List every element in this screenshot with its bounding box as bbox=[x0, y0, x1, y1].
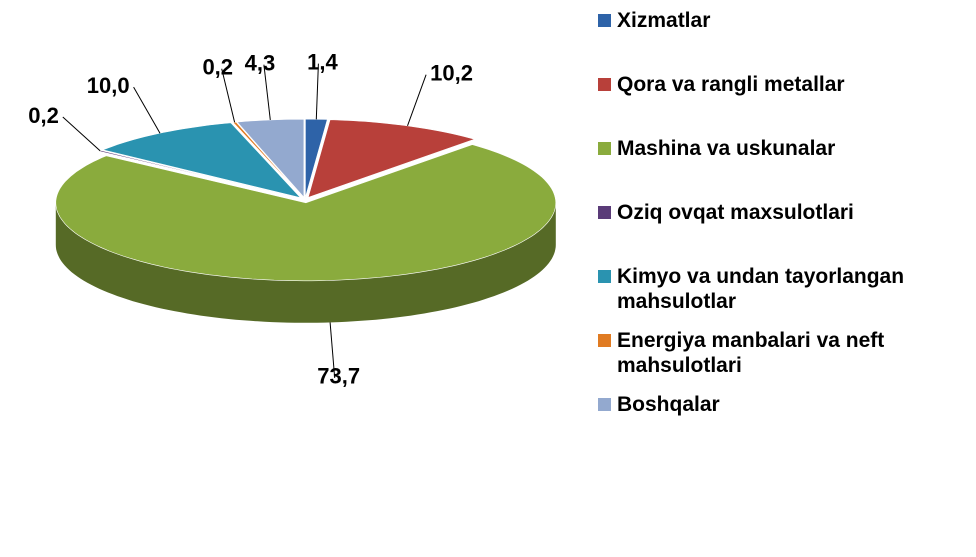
leader-line bbox=[263, 64, 271, 120]
legend-item: Boshqalar bbox=[598, 392, 976, 456]
legend-label: Qora va rangli metallar bbox=[617, 73, 845, 96]
legend-item: Energiya manbalari va neft mahsulotlari bbox=[598, 328, 976, 392]
data-label: 10,0 bbox=[87, 73, 130, 98]
legend-label: Mashina va uskunalar bbox=[617, 137, 836, 160]
legend-swatch bbox=[598, 398, 611, 411]
data-label: 0,2 bbox=[28, 103, 59, 128]
legend-label: Kimyo va undan tayorlangan mahsulotlar bbox=[617, 265, 905, 313]
legend-swatch bbox=[598, 14, 611, 27]
data-label: 0,2 bbox=[202, 54, 233, 79]
data-label: 73,7 bbox=[317, 364, 360, 389]
legend-swatch bbox=[598, 78, 611, 91]
leader-line bbox=[133, 86, 161, 134]
legend-label: Xizmatlar bbox=[617, 9, 711, 32]
legend-label: Oziq ovqat maxsulotlari bbox=[617, 201, 854, 224]
chart: 1,4 10,2 73,7 0,2 10,0 0,2 4,3 bbox=[28, 49, 557, 389]
data-label: 10,2 bbox=[430, 61, 473, 86]
legend-swatch bbox=[598, 334, 611, 347]
leader-line bbox=[62, 116, 101, 152]
legend: Xizmatlar Qora va rangli metallar Mashina … bbox=[598, 8, 976, 456]
leader-line bbox=[407, 74, 427, 126]
legend-label: Boshqalar bbox=[617, 393, 720, 416]
legend-swatch bbox=[598, 206, 611, 219]
data-label: 1,4 bbox=[307, 49, 338, 74]
legend-swatch bbox=[598, 142, 611, 155]
legend-item: Mashina va uskunalar bbox=[598, 136, 976, 200]
legend-item: Oziq ovqat maxsulotlari bbox=[598, 200, 976, 264]
legend-item: Kimyo va undan tayorlangan mahsulotlar bbox=[598, 264, 976, 328]
leader-line bbox=[221, 68, 236, 123]
slice bbox=[55, 144, 557, 282]
legend-item: Xizmatlar bbox=[598, 8, 976, 72]
data-label: 4,3 bbox=[245, 51, 276, 76]
legend-item: Qora va rangli metallar bbox=[598, 72, 976, 136]
leader-line bbox=[315, 63, 319, 120]
slice-side bbox=[55, 202, 556, 323]
legend-label: Energiya manbalari va neft mahsulotlari bbox=[617, 329, 885, 377]
leader-line bbox=[329, 322, 336, 378]
legend-swatch bbox=[598, 270, 611, 283]
